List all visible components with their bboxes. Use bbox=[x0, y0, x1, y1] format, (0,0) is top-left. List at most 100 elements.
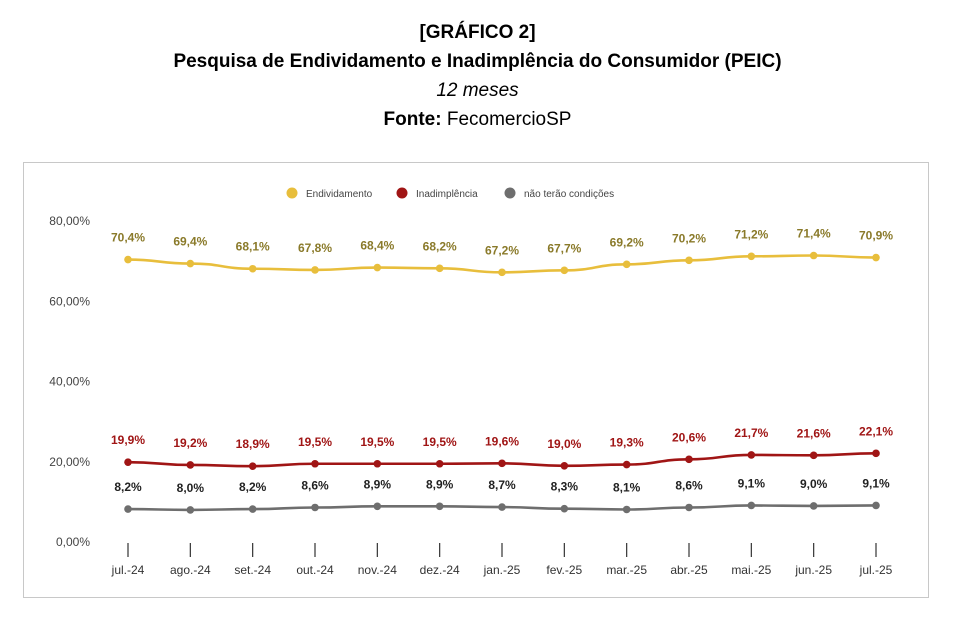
data-label: 69,2% bbox=[610, 235, 644, 249]
y-tick-label: 20,00% bbox=[49, 455, 90, 469]
data-point bbox=[311, 266, 319, 274]
data-label: 70,2% bbox=[672, 231, 706, 245]
data-point bbox=[435, 264, 444, 273]
y-tick-label: 80,00% bbox=[49, 214, 90, 228]
chart-source: Fonte: FecomercioSP bbox=[0, 105, 955, 134]
legend-label: Endividamento bbox=[306, 189, 373, 200]
data-point bbox=[373, 459, 382, 468]
data-point bbox=[809, 451, 818, 460]
x-tick-label: jul.-24 bbox=[111, 563, 145, 577]
y-tick-label: 0,00% bbox=[56, 535, 90, 549]
data-label: 19,2% bbox=[173, 436, 207, 450]
data-point bbox=[622, 460, 631, 469]
data-point bbox=[747, 501, 756, 510]
data-label: 19,5% bbox=[360, 435, 394, 449]
data-point bbox=[124, 458, 132, 466]
x-tick-label: jun.-25 bbox=[794, 563, 832, 577]
data-point bbox=[622, 505, 631, 514]
chart-subtitle: 12 meses bbox=[436, 80, 519, 101]
data-label: 68,1% bbox=[236, 240, 270, 254]
data-point bbox=[186, 461, 195, 469]
data-label: 19,5% bbox=[298, 435, 332, 449]
data-point bbox=[685, 503, 693, 512]
data-point bbox=[809, 502, 818, 510]
data-label: 71,2% bbox=[734, 227, 768, 241]
data-label: 8,0% bbox=[177, 481, 205, 495]
data-label: 9,1% bbox=[862, 476, 890, 490]
x-tick-label: nov.-24 bbox=[358, 563, 397, 577]
data-label: 67,2% bbox=[485, 243, 519, 257]
data-point bbox=[498, 459, 506, 468]
legend-marker bbox=[396, 187, 408, 199]
x-tick-label: out.-24 bbox=[296, 563, 334, 577]
data-point bbox=[373, 263, 382, 272]
data-point bbox=[435, 459, 444, 468]
data-label: 8,9% bbox=[364, 477, 392, 491]
x-tick-label: abr.-25 bbox=[670, 563, 708, 577]
data-label: 8,9% bbox=[426, 477, 454, 491]
x-tick-label: ago.-24 bbox=[170, 563, 211, 577]
data-point bbox=[248, 505, 257, 513]
data-label: 8,2% bbox=[114, 480, 142, 494]
data-label: 8,2% bbox=[239, 480, 267, 494]
x-tick-label: mar.-25 bbox=[606, 563, 647, 577]
data-point bbox=[124, 505, 132, 513]
data-point bbox=[186, 259, 195, 268]
data-point bbox=[373, 502, 382, 511]
data-label: 21,6% bbox=[797, 426, 831, 440]
data-label: 67,7% bbox=[547, 241, 581, 255]
data-point bbox=[560, 266, 569, 275]
x-tick-label: fev.-25 bbox=[546, 563, 582, 577]
data-point bbox=[435, 502, 444, 511]
data-point bbox=[872, 501, 880, 510]
data-label: 8,3% bbox=[551, 480, 579, 494]
data-point bbox=[124, 255, 132, 264]
data-label: 19,9% bbox=[111, 433, 145, 447]
data-label: 68,2% bbox=[423, 239, 457, 253]
data-label: 69,4% bbox=[173, 235, 207, 249]
data-point bbox=[560, 461, 569, 470]
chart-frame bbox=[23, 162, 929, 598]
data-point bbox=[311, 459, 319, 468]
data-label: 22,1% bbox=[859, 424, 893, 438]
chart-header: [GRÁFICO 2] Pesquisa de Endividamento e … bbox=[0, 18, 955, 134]
source-label: Fonte: bbox=[383, 109, 442, 130]
legend-marker bbox=[504, 187, 516, 199]
chart-tag: [GRÁFICO 2] bbox=[419, 22, 536, 43]
data-point bbox=[685, 256, 693, 265]
data-point bbox=[498, 503, 506, 511]
data-point bbox=[872, 253, 880, 262]
data-label: 8,6% bbox=[675, 478, 703, 492]
data-label: 18,9% bbox=[236, 437, 270, 451]
data-label: 8,6% bbox=[301, 478, 329, 492]
data-label: 68,4% bbox=[360, 239, 394, 253]
data-label: 8,1% bbox=[613, 480, 641, 494]
data-point bbox=[872, 449, 880, 458]
data-label: 9,1% bbox=[738, 476, 766, 490]
data-label: 19,5% bbox=[423, 435, 457, 449]
data-label: 70,9% bbox=[859, 229, 893, 243]
y-tick-label: 40,00% bbox=[49, 375, 90, 389]
legend-label: Inadimplência bbox=[416, 189, 478, 200]
x-tick-label: mai.-25 bbox=[731, 563, 771, 577]
data-label: 20,6% bbox=[672, 430, 706, 444]
legend-marker bbox=[286, 187, 298, 199]
data-label: 67,8% bbox=[298, 241, 332, 255]
data-point bbox=[248, 462, 257, 470]
data-label: 9,0% bbox=[800, 477, 828, 491]
data-point bbox=[498, 268, 506, 277]
source-value: FecomercioSP bbox=[446, 109, 572, 130]
data-point bbox=[248, 264, 257, 273]
data-point bbox=[747, 252, 756, 261]
data-point bbox=[311, 503, 319, 512]
x-tick-label: set.-24 bbox=[234, 563, 271, 577]
data-point bbox=[809, 251, 818, 260]
y-tick-label: 60,00% bbox=[49, 294, 90, 308]
data-point bbox=[685, 455, 693, 464]
data-label: 19,3% bbox=[610, 436, 644, 450]
data-point bbox=[747, 451, 756, 459]
x-tick-label: dez.-24 bbox=[420, 563, 460, 577]
data-label: 71,4% bbox=[797, 227, 831, 241]
data-label: 70,4% bbox=[111, 231, 145, 245]
